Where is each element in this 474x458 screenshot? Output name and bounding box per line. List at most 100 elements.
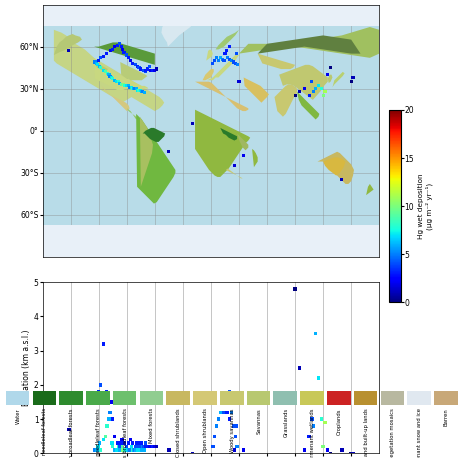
Point [131, 443, 139, 450]
Point [231, 60, 239, 67]
Polygon shape [237, 134, 248, 150]
Point [151, 67, 159, 74]
Point [226, 55, 233, 63]
Point [296, 88, 303, 95]
Point [189, 120, 196, 127]
Point [96, 63, 103, 70]
Bar [246, 391, 270, 405]
Point [113, 78, 120, 85]
Point [229, 422, 237, 430]
Point [189, 450, 196, 457]
Text: Open shrublands: Open shrublands [203, 408, 208, 453]
Polygon shape [318, 152, 354, 184]
Point [118, 43, 125, 50]
Point [100, 53, 107, 60]
Point [312, 85, 319, 93]
Point [233, 443, 241, 450]
Point [128, 60, 136, 67]
Point [121, 82, 129, 89]
Point [91, 58, 99, 65]
Point [291, 92, 299, 99]
Point [153, 443, 161, 450]
Point [240, 447, 247, 454]
Bar [166, 391, 190, 405]
Point [116, 79, 123, 87]
Y-axis label: Hg wet deposition
(μg m⁻² yr⁻¹): Hg wet deposition (μg m⁻² yr⁻¹) [419, 173, 433, 239]
Point [113, 447, 120, 454]
Polygon shape [136, 114, 175, 204]
Point [144, 65, 151, 73]
Polygon shape [202, 69, 214, 80]
Point [103, 422, 111, 430]
Point [215, 57, 222, 64]
Point [230, 162, 238, 169]
Text: Mixed forests: Mixed forests [149, 408, 155, 443]
Point [111, 447, 118, 454]
Point [93, 60, 100, 67]
Point [319, 443, 327, 450]
Point [226, 43, 233, 50]
Point [111, 76, 118, 84]
Point [133, 63, 141, 70]
Point [139, 443, 146, 450]
Point [142, 67, 149, 74]
Point [146, 443, 153, 450]
Point [125, 447, 132, 454]
Text: Water: Water [16, 408, 21, 424]
Point [209, 443, 217, 450]
Point [115, 78, 122, 85]
Point [121, 447, 129, 454]
Point [149, 443, 157, 450]
Point [235, 398, 243, 406]
Point [312, 330, 319, 337]
Point [310, 422, 318, 430]
Point [125, 440, 132, 447]
Point [114, 42, 121, 49]
Polygon shape [54, 30, 164, 111]
Bar [113, 391, 137, 405]
Point [111, 43, 118, 50]
Point [349, 74, 357, 81]
Point [109, 443, 117, 450]
Point [217, 409, 224, 416]
Point [105, 415, 113, 423]
Bar [140, 391, 163, 405]
Polygon shape [94, 62, 108, 72]
Point [220, 57, 228, 64]
Bar [193, 391, 217, 405]
Text: Savannas: Savannas [256, 408, 262, 434]
Point [126, 447, 133, 454]
Point [128, 447, 136, 454]
Bar [434, 391, 457, 405]
Point [151, 443, 159, 450]
Point [95, 388, 102, 395]
Polygon shape [216, 30, 239, 49]
Point [97, 54, 104, 61]
Point [108, 440, 116, 447]
Polygon shape [140, 117, 153, 187]
Point [305, 433, 313, 440]
Point [308, 415, 316, 423]
Point [240, 152, 247, 159]
Point [144, 443, 151, 450]
Point [101, 68, 109, 76]
Point [114, 440, 121, 447]
Point [97, 64, 104, 71]
Polygon shape [201, 54, 239, 80]
Point [133, 440, 141, 447]
Point [327, 64, 334, 71]
Point [142, 440, 149, 447]
Point [102, 50, 110, 57]
Point [135, 87, 143, 94]
Point [231, 433, 239, 440]
Point [118, 46, 126, 53]
Bar [273, 391, 297, 405]
Y-axis label: Elevation (km a.s.l.): Elevation (km a.s.l.) [22, 330, 31, 406]
Text: Deciduous needleleaf forests: Deciduous needleleaf forests [96, 408, 101, 458]
Point [107, 398, 115, 406]
Text: Natural vegetation mosaics: Natural vegetation mosaics [391, 408, 395, 458]
Point [95, 57, 102, 64]
Point [338, 176, 346, 183]
Point [319, 92, 327, 99]
Point [146, 63, 153, 70]
